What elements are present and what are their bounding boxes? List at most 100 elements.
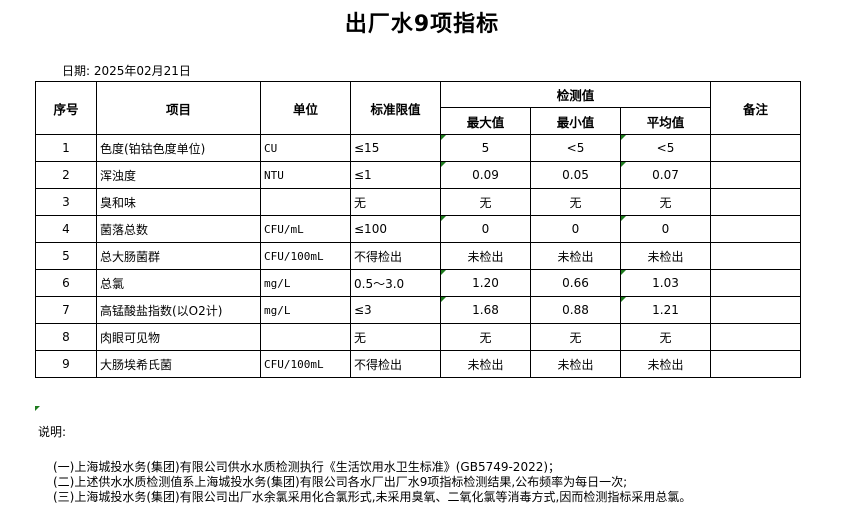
cell-no: 1	[35, 134, 97, 162]
unit-value: mg/L	[264, 303, 291, 317]
cell-min: 无	[530, 323, 621, 351]
cell-no: 2	[35, 161, 97, 189]
min-value: 无	[569, 330, 582, 345]
header-limit: 标准限值	[350, 81, 441, 135]
table-row: 2 浑浊度 NTU ≤1 0.09 0.05 0.07	[35, 161, 801, 189]
cell-avg: 无	[620, 188, 711, 216]
max-value: 无	[479, 195, 492, 210]
cell-marker-icon	[621, 135, 626, 140]
min-value: 0	[571, 222, 580, 236]
cell-avg: 无	[620, 323, 711, 351]
table-row: 1 色度(铂钴色度单位) CU ≤15 5 <5 <5	[35, 134, 801, 162]
cell-item: 总氯	[96, 269, 261, 297]
item-value: 肉眼可见物	[100, 330, 161, 345]
limit-value: 不得检出	[354, 357, 403, 372]
cell-limit: 不得检出	[350, 350, 441, 378]
cell-min: 未检出	[530, 350, 621, 378]
min-value: 无	[569, 195, 582, 210]
cell-item: 臭和味	[96, 188, 261, 216]
table-row: 4 菌落总数 CFU/mL ≤100 0 0 0	[35, 215, 801, 243]
cell-limit: ≤100	[350, 215, 441, 243]
cell-item: 肉眼可见物	[96, 323, 261, 351]
cell-max: 1.20	[440, 269, 531, 297]
unit-value: CU	[264, 141, 278, 155]
min-value: <5	[566, 141, 585, 155]
max-value: 0.09	[472, 168, 499, 182]
cell-no: 9	[35, 350, 97, 378]
table-row: 9 大肠埃希氏菌 CFU/100mL 不得检出 未检出 未检出 未检出	[35, 350, 801, 378]
no-value: 2	[62, 168, 70, 182]
avg-value: 1.03	[652, 276, 679, 290]
no-value: 4	[62, 222, 70, 236]
cell-no: 8	[35, 323, 97, 351]
cell-marker-icon	[441, 162, 446, 167]
max-value: 未检出	[467, 357, 504, 372]
cell-unit: CU	[260, 134, 351, 162]
cell-max: 0	[440, 215, 531, 243]
cell-limit: ≤1	[350, 161, 441, 189]
cell-avg: 1.03	[620, 269, 711, 297]
cell-max: 未检出	[440, 350, 531, 378]
avg-value: 1.21	[652, 303, 679, 317]
cell-remark	[710, 215, 801, 243]
cell-min: 无	[530, 188, 621, 216]
report-date: 日期: 2025年02月21日	[62, 64, 191, 78]
max-value: 5	[481, 141, 490, 155]
min-value: 未检出	[557, 357, 594, 372]
cell-unit: NTU	[260, 161, 351, 189]
cell-no: 4	[35, 215, 97, 243]
avg-value: 未检出	[647, 249, 684, 264]
limit-value: ≤1	[354, 168, 372, 182]
header-measured: 检测值	[440, 81, 711, 108]
cell-item: 总大肠菌群	[96, 242, 261, 270]
cell-limit: 无	[350, 323, 441, 351]
no-value: 5	[62, 249, 70, 263]
cell-unit: CFU/mL	[260, 215, 351, 243]
cell-item: 色度(铂钴色度单位)	[96, 134, 261, 162]
min-value: 0.05	[562, 168, 589, 182]
item-value: 总大肠菌群	[100, 249, 161, 264]
cell-item: 高锰酸盐指数(以O2计)	[96, 296, 261, 324]
item-value: 臭和味	[100, 195, 137, 210]
notes: 说明: (一)上海城投水务(集团)有限公司供水水质检测执行《生活饮用水卫生标准》…	[38, 423, 691, 504]
item-value: 浑浊度	[100, 168, 137, 183]
item-value: 菌落总数	[100, 222, 149, 237]
table-row: 6 总氯 mg/L 0.5～3.0 1.20 0.66 1.03	[35, 269, 801, 297]
cell-avg: 1.21	[620, 296, 711, 324]
cell-remark	[710, 350, 801, 378]
no-value: 8	[62, 330, 70, 344]
cell-max: 5	[440, 134, 531, 162]
cell-marker-icon	[441, 216, 446, 221]
cell-marker-icon	[35, 406, 40, 411]
header-max: 最大值	[440, 107, 531, 135]
limit-value: ≤100	[354, 222, 387, 236]
item-value: 总氯	[100, 276, 125, 291]
header-unit: 单位	[260, 81, 351, 135]
cell-remark	[710, 188, 801, 216]
item-value: 色度(铂钴色度单位)	[100, 141, 206, 156]
page-title: 出厂水9项指标	[344, 12, 500, 37]
no-value: 6	[62, 276, 70, 290]
table-row: 3 臭和味 无 无 无 无	[35, 188, 801, 216]
cell-marker-icon	[441, 297, 446, 302]
cell-max: 未检出	[440, 242, 531, 270]
avg-value: 0	[661, 222, 670, 236]
avg-value: 无	[659, 330, 672, 345]
avg-value: 0.07	[652, 168, 679, 182]
cell-min: 未检出	[530, 242, 621, 270]
table-row: 5 总大肠菌群 CFU/100mL 不得检出 未检出 未检出 未检出	[35, 242, 801, 270]
item-value: 高锰酸盐指数(以O2计)	[100, 303, 223, 318]
cell-limit: 无	[350, 188, 441, 216]
min-value: 0.88	[562, 303, 589, 317]
avg-value: <5	[656, 141, 675, 155]
cell-min: 0	[530, 215, 621, 243]
cell-marker-icon	[441, 135, 446, 140]
max-value: 1.20	[472, 276, 499, 290]
header-min: 最小值	[530, 107, 621, 135]
limit-value: 无	[354, 330, 367, 345]
cell-unit	[260, 323, 351, 351]
cell-unit: mg/L	[260, 296, 351, 324]
cell-unit: CFU/100mL	[260, 350, 351, 378]
cell-max: 0.09	[440, 161, 531, 189]
table-row: 7 高锰酸盐指数(以O2计) mg/L ≤3 1.68 0.88 1.21	[35, 296, 801, 324]
